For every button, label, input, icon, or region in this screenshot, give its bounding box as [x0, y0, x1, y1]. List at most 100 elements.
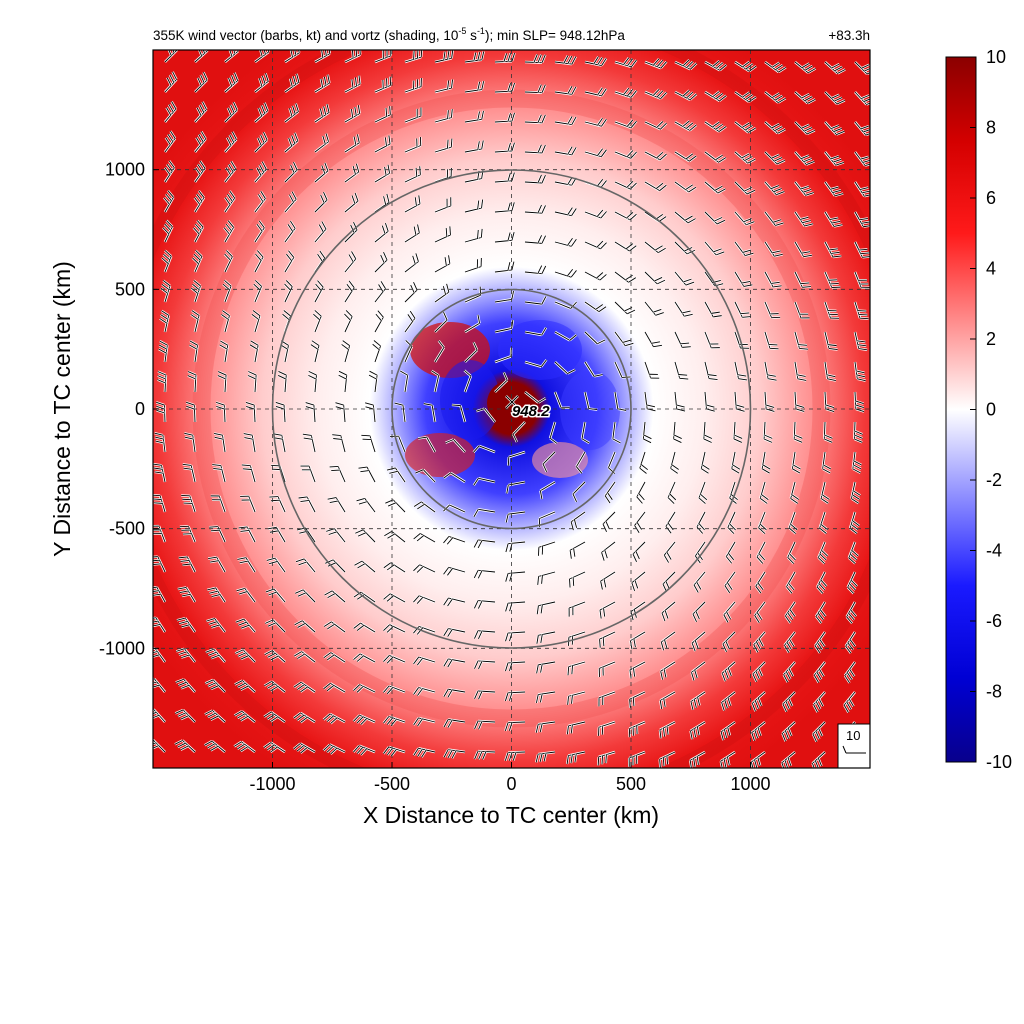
wind-barb [554, 115, 578, 126]
wind-barb [524, 265, 547, 275]
wind-barb [153, 524, 167, 543]
wind-barb [853, 421, 864, 444]
wind-barb [751, 691, 766, 712]
wind-barb [445, 438, 466, 453]
wind-barb [759, 481, 769, 505]
wind-barb [823, 151, 845, 167]
wind-barb [338, 370, 349, 393]
colorbar-tick-label: -8 [986, 682, 1002, 702]
wind-barb [412, 716, 436, 727]
wind-barb [674, 271, 695, 287]
y-tick-label: -1000 [99, 638, 145, 658]
wind-barb [494, 202, 516, 214]
wind-barb [298, 495, 317, 513]
wind-barb [155, 401, 167, 423]
wind-barb [846, 571, 858, 595]
wind-barbs [153, 50, 870, 768]
wind-barb [154, 431, 167, 453]
wind-barb [733, 271, 753, 288]
x-tick-label: 1000 [730, 774, 770, 794]
wind-barb [524, 234, 547, 245]
wind-barb [695, 511, 707, 535]
wind-barb [596, 750, 616, 766]
wind-barb [697, 481, 708, 505]
wind-barb [473, 629, 496, 640]
wind-barb [412, 594, 436, 605]
wind-barb [302, 432, 317, 453]
wind-barb [823, 271, 841, 289]
wind-barb [535, 690, 556, 704]
wind-barb [494, 142, 516, 154]
wind-barb [673, 301, 693, 318]
wind-barb [567, 600, 586, 617]
wind-barb [352, 652, 376, 664]
wind-barb [473, 749, 496, 760]
wind-barb [764, 90, 787, 104]
wind-barb [821, 451, 832, 474]
wind-barb [203, 740, 226, 753]
wind-barb [704, 150, 727, 164]
wind-barb [644, 88, 668, 100]
wind-barb [494, 82, 516, 94]
wind-barb [524, 359, 548, 368]
wind-barb [753, 601, 767, 624]
wind-barb [607, 451, 617, 475]
wind-barb [343, 250, 357, 273]
wind-barb [253, 249, 265, 273]
wind-barb [193, 160, 206, 183]
wind-barb [494, 319, 515, 334]
wind-barb [442, 503, 466, 514]
wind-barb [305, 401, 317, 423]
wind-barb [824, 61, 846, 75]
wind-barb [472, 444, 496, 454]
wind-barb [352, 744, 376, 756]
colorbar-ticks: 10 8 6 4 2 0 -2 -4 -6 -8 -10 [970, 47, 1012, 772]
x-axis-label: X Distance to TC center (km) [363, 802, 659, 828]
wind-barb [794, 91, 816, 105]
wind-barb [583, 361, 603, 378]
wind-barb [434, 226, 452, 244]
wind-barb [793, 391, 805, 413]
wind-barb [786, 541, 797, 565]
wind-barb [507, 450, 526, 466]
wind-barb [703, 301, 722, 319]
negative-vorticity-patch [440, 360, 500, 440]
wind-barb [353, 622, 376, 634]
wind-barb [192, 219, 205, 243]
wind-barb [284, 132, 299, 153]
wind-barb [554, 361, 576, 375]
wind-barb [734, 181, 756, 196]
wind-barb [473, 568, 496, 579]
wind-barb [374, 222, 390, 244]
wind-barb [722, 601, 736, 623]
wind-barb [819, 481, 830, 505]
wind-barb [386, 466, 407, 483]
wind-barb [243, 432, 257, 453]
wind-barb [464, 257, 483, 274]
colorbar-tick-label: 4 [986, 259, 996, 279]
wind-barb [613, 331, 634, 347]
wind-barb [554, 330, 578, 342]
wind-barb [190, 309, 201, 333]
wind-barb [293, 681, 316, 694]
wind-barb [780, 750, 796, 768]
wind-barb [283, 220, 297, 243]
wind-barb [823, 181, 844, 197]
colorbar-tick-label: 6 [986, 188, 996, 208]
wind-barb [249, 339, 260, 363]
wind-barb [614, 57, 638, 69]
wind-barb [190, 279, 202, 303]
wind-barb [660, 601, 676, 622]
wind-barb [383, 561, 406, 574]
wind-barb [153, 555, 167, 573]
wind-barb [784, 601, 797, 624]
wind-barb [463, 369, 473, 393]
wind-barb [207, 556, 227, 573]
wind-barb [356, 497, 377, 513]
y-tick-label: 500 [115, 279, 145, 299]
wind-barb [598, 660, 616, 678]
wind-barb [733, 361, 748, 382]
wind-barb [178, 555, 197, 573]
wind-barb [580, 421, 591, 445]
wind-barb [284, 50, 301, 64]
